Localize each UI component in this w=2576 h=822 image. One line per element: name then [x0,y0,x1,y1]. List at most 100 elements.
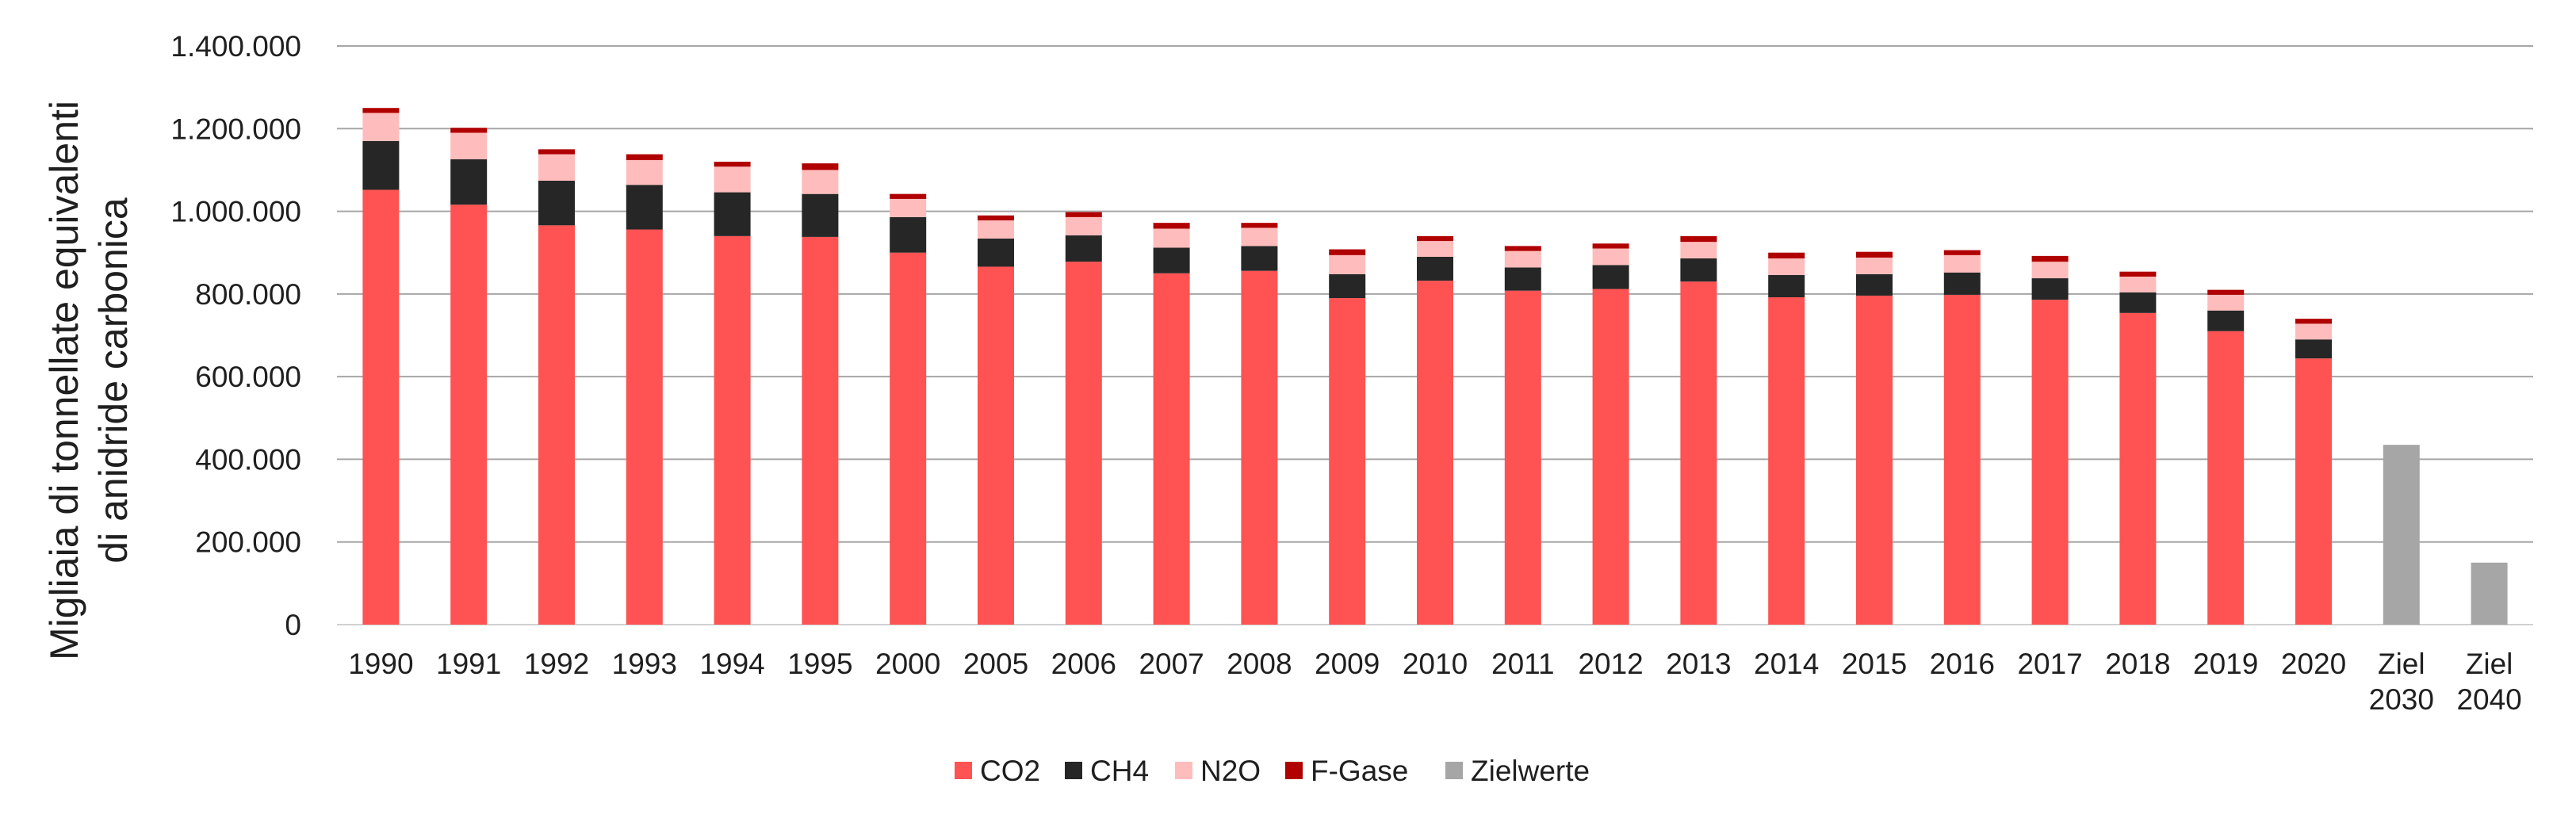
bar-segment-f-gase [362,108,400,113]
bar-segment-co2 [362,189,400,625]
bar-segment-ch4 [538,180,575,226]
bar-segment-ch4 [1680,258,1717,282]
x-tick-label: 2006 [1051,648,1116,680]
bar-segment-ch4 [2119,292,2157,313]
bar-segment-f-gase [978,215,1014,221]
legend-label-zielwerte: Zielwerte [1471,755,1590,787]
x-tick-label: 2010 [1403,648,1468,680]
bar-segment-ch4 [1329,273,1366,299]
bar-segment-f-gase [1065,212,1102,217]
bar-segment-co2 [1592,289,1629,625]
bar-segment-ch4 [2031,278,2069,300]
legend-label-ch4: CH4 [1090,755,1149,787]
bar-segment-n2o [538,154,575,181]
bar-segment-co2 [1680,281,1717,625]
bar-segment-n2o [2119,276,2157,292]
x-tick-label: 1991 [436,648,501,680]
legend-label-co2: CO2 [980,755,1040,787]
bar-segment-ch4 [1504,267,1541,291]
x-tick-label: 2018 [2105,648,2170,680]
y-tick-label: 1.200.000 [170,113,301,145]
bar-segment-ch4 [626,185,663,230]
bar-segment-ch4 [802,193,839,237]
bar-segment-ch4 [1065,235,1102,262]
bar-segment-n2o [802,170,839,194]
bar-segment-co2 [2119,312,2157,625]
legend-swatch-zielwerte [1445,762,1463,779]
bar-segment-co2 [538,225,575,625]
bar-segment-n2o [1768,258,1805,275]
y-tick-label: 200.000 [195,526,301,559]
x-tick-label: 2013 [1666,648,1731,680]
bar-segment-ch4 [450,159,488,205]
bar-segment-n2o [2207,294,2245,311]
bar-segment-co2 [2031,300,2069,625]
bars [362,108,2508,625]
bar-segment-co2 [2207,331,2245,625]
bar-segment-f-gase [1504,246,1541,251]
bar-segment-f-gase [714,162,751,167]
bar-segment-co2 [1329,298,1366,625]
x-tick-label: 2016 [1930,648,1995,680]
bar-segment-co2 [1241,270,1278,625]
bar-segment-co2 [1065,262,1102,625]
bar-segment-n2o [1856,257,1893,274]
x-tick-label: 2012 [1578,648,1643,680]
bar-segment-co2 [1153,273,1190,625]
bar-segment-n2o [1680,242,1717,259]
bar-segment-ch4 [1241,246,1278,271]
bar-segment-ch4 [714,192,751,236]
bar-segment-n2o [362,113,400,141]
bar-segment-ch4 [2295,339,2332,359]
x-tick-label: 2019 [2193,648,2258,680]
x-tick-label: 2011 [1491,648,1555,680]
x-tick-label: 1990 [348,648,413,680]
bar-segment-f-gase [1592,243,1629,249]
bar-segment-n2o [1241,227,1278,247]
x-tick-label: 1994 [699,648,764,680]
bar-segment-f-gase [1153,223,1190,229]
y-tick-label: 800.000 [195,278,301,311]
y-tick-label: 600.000 [195,361,301,393]
bar-segment-n2o [626,159,663,185]
x-tick-label: 2017 [2017,648,2082,680]
bar-segment-f-gase [1680,235,1717,243]
y-tick-label: 400.000 [195,443,301,476]
bar-segment-n2o [714,166,751,193]
bar-segment-co2 [1943,294,1981,625]
bar-segment-f-gase [538,149,575,155]
bar-segment-n2o [1417,241,1453,257]
bar-segment-ch4 [1856,273,1893,296]
x-tick-label: 2014 [1754,648,1819,680]
legend-swatch-ch4 [1065,762,1082,779]
legend-label-n2o: N2O [1200,755,1261,787]
bar-segment-co2 [626,229,663,625]
x-tick-label: 2005 [963,648,1028,680]
bar-segment-n2o [1504,250,1541,268]
bar-segment-f-gase [450,128,488,133]
x-tick-label: 2015 [1842,648,1907,680]
y-axis-title: Migliaia di tonnellate equivalenti di ani… [42,101,136,660]
bar-segment-n2o [1943,254,1981,273]
bar-segment-ch4 [1768,274,1805,298]
bar-segment-n2o [450,132,488,159]
x-tick-label: 1992 [524,648,589,680]
bar-segment-f-gase [1417,235,1453,242]
bar-segment-n2o [1153,228,1190,248]
bar-segment-n2o [1065,216,1102,235]
bar-segment-ch4 [890,216,927,253]
legend-label-f-gase: F-Gase [1311,755,1408,787]
bar-segment-co2 [1856,295,1893,625]
bar-segment-f-gase [1329,249,1366,255]
bar-segment-co2 [2295,358,2332,625]
bar-segment-f-gase [802,163,839,170]
x-tick-label: 2007 [1139,648,1204,680]
x-tick-label: 2000 [875,648,940,680]
x-tick-label: Ziel 2040 [2456,648,2521,716]
bar-segment-n2o [2295,323,2332,340]
y-axis-label: Migliaia di tonnellate equivalenti di ani… [42,101,136,660]
x-tick-label: 1995 [787,648,852,680]
bar-segment-n2o [2031,262,2069,279]
x-tick-label: Ziel 2030 [2369,648,2434,716]
